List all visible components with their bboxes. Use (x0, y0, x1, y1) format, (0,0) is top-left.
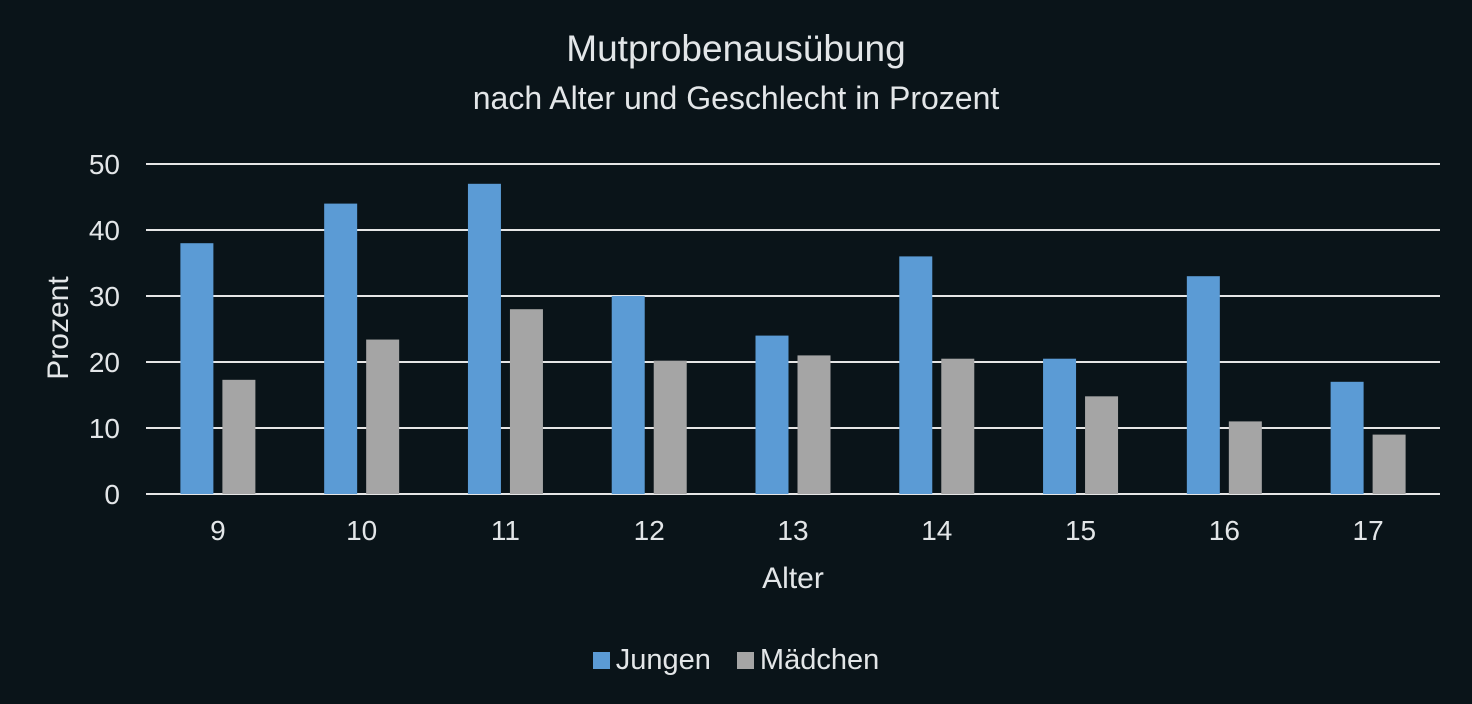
x-tick-label: 14 (921, 515, 952, 546)
bar-m-dchen-13 (797, 355, 831, 494)
bar-jungen-13 (755, 335, 789, 494)
x-tick-label: 11 (491, 515, 520, 546)
chart-title: Mutprobenausübung (566, 28, 906, 69)
y-tick-label: 50 (89, 149, 120, 180)
bar-jungen-10 (324, 203, 358, 494)
bars (180, 183, 1406, 495)
y-tick-label: 0 (104, 479, 120, 510)
bar-m-dchen-12 (653, 360, 687, 494)
bar-m-dchen-17 (1372, 434, 1406, 494)
legend-item-maedchen: Mädchen (736, 644, 880, 677)
bar-m-dchen-10 (366, 339, 400, 494)
y-tick-label: 40 (89, 215, 120, 246)
y-tick-label: 30 (89, 281, 120, 312)
gridlines (146, 163, 1440, 495)
bar-jungen-11 (467, 183, 501, 495)
x-tick-label: 17 (1353, 515, 1384, 546)
y-axis-ticks: 0 10 20 30 40 50 (89, 149, 120, 510)
y-tick-label: 20 (89, 347, 120, 378)
y-axis-label: Prozent (42, 276, 75, 380)
bar-m-dchen-11 (509, 309, 543, 494)
legend-label-jungen: Jungen (615, 644, 711, 676)
bar-jungen-14 (899, 256, 933, 494)
legend: Jungen Mädchen (0, 644, 1472, 677)
x-tick-label: 15 (1065, 515, 1096, 546)
x-tick-label: 12 (634, 515, 665, 546)
legend-item-jungen: Jungen (592, 644, 711, 677)
y-tick-label: 10 (89, 413, 120, 444)
x-axis-ticks: 9 10 11 12 13 14 15 16 17 (210, 515, 1384, 546)
x-tick-label: 13 (777, 515, 808, 546)
x-tick-label: 10 (346, 515, 377, 546)
x-tick-label: 9 (210, 515, 226, 546)
bar-m-dchen-14 (941, 358, 975, 494)
chart-subtitle: nach Alter und Geschlecht in Prozent (472, 80, 1000, 116)
bar-jungen-9 (180, 243, 214, 494)
x-axis-label: Alter (762, 562, 824, 595)
bar-m-dchen-16 (1228, 421, 1262, 494)
bar-jungen-17 (1330, 381, 1364, 494)
legend-swatch-maedchen (736, 652, 754, 669)
bar-m-dchen-9 (222, 379, 256, 494)
legend-label-maedchen: Mädchen (759, 644, 880, 676)
bar-m-dchen-15 (1085, 396, 1119, 494)
legend-swatch-jungen (592, 652, 610, 669)
x-tick-label: 16 (1209, 515, 1240, 546)
bar-jungen-15 (1043, 358, 1077, 494)
bar-jungen-16 (1186, 276, 1220, 494)
bar-jungen-12 (611, 296, 645, 494)
